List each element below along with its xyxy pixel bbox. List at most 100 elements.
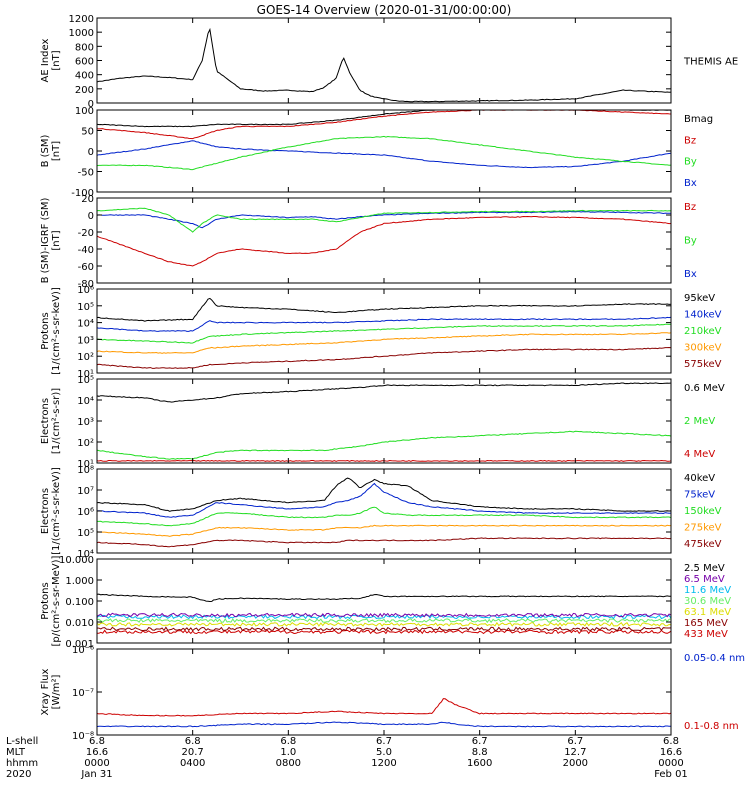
legend-label: 575keV xyxy=(684,359,722,370)
panel-frame xyxy=(96,648,672,736)
time-tick-label: 6.8 xyxy=(663,736,679,747)
y-tick-label: 1200 xyxy=(69,14,94,25)
y-axis-label: Xray Flux xyxy=(40,668,51,715)
y-tick-label: 0.010 xyxy=(65,618,94,629)
y-axis-label: [p/(cm²-s-sr-MeV)] xyxy=(51,555,62,646)
panel-0: THEMIS AE 0 200 400 600 800 1000 1200 AE Index [n… xyxy=(40,14,738,110)
y-tick-label: 10² xyxy=(77,438,94,449)
series-line xyxy=(96,626,672,632)
time-tick-label: 16.6 xyxy=(660,747,682,758)
series-line xyxy=(97,506,672,527)
panel-7: 0.1-0.8 nm 0.05-0.4 nm 10⁻⁸ 10⁻⁷ 10⁻⁶ Xray Fl… xyxy=(40,645,745,742)
series-line xyxy=(96,477,672,512)
series-line xyxy=(96,614,672,620)
legend-label: 475keV xyxy=(684,539,722,550)
figure-title: GOES-14 Overview (2020-01-31/00:00:00) xyxy=(257,3,512,17)
y-tick-label: 50 xyxy=(81,127,94,138)
y-axis-label: [nT] xyxy=(51,230,62,250)
series-line xyxy=(96,482,672,518)
panel-1: Bx By Bz Bmag -100 -50 0 50 100 B (SM) [nT] xyxy=(40,106,713,199)
series-line xyxy=(96,524,671,537)
legend-label: 275keV xyxy=(684,523,722,534)
y-tick-label: 10⁵ xyxy=(77,302,94,313)
y-tick-label: 10.000 xyxy=(59,555,94,566)
panel-5: 475keV 275keV 150keV 75keV 40keV 10⁴ 10⁵ 10⁶ 10⁷… xyxy=(40,465,722,560)
legend-label: 6.5 MeV xyxy=(684,574,725,585)
y-tick-label: 10⁻⁸ xyxy=(72,731,94,742)
time-tick-label: 6.7 xyxy=(567,736,583,747)
panel-frame xyxy=(96,17,672,104)
legend-label: THEMIS AE xyxy=(683,57,738,68)
panel-frame xyxy=(96,378,672,464)
series-line xyxy=(96,612,672,618)
time-row-label: 2020 xyxy=(6,769,31,780)
series-line xyxy=(96,629,672,635)
time-tick-label: 8.8 xyxy=(472,747,488,758)
legend-label: 0.1-0.8 nm xyxy=(684,721,739,732)
time-tick-label: 16.6 xyxy=(86,747,108,758)
y-tick-label: 800 xyxy=(75,42,94,53)
series-line xyxy=(96,316,672,332)
time-tick-label: 6.8 xyxy=(185,736,201,747)
legend-label: By xyxy=(684,157,697,168)
y-tick-label: 0 xyxy=(88,211,94,222)
time-tick-label: 6.8 xyxy=(89,736,105,747)
y-tick-label: -40 xyxy=(78,245,94,256)
legend-label: Bx xyxy=(684,178,697,189)
y-axis-label: Protons xyxy=(40,582,51,619)
time-tick-label: 0800 xyxy=(276,758,301,769)
y-tick-label: 0 xyxy=(88,147,94,158)
time-tick-label: Jan 31 xyxy=(80,769,112,780)
y-axis-label: Electrons xyxy=(40,488,51,534)
time-tick-label: 0000 xyxy=(658,758,683,769)
y-tick-label: 0.001 xyxy=(65,639,94,650)
series-line xyxy=(96,618,672,624)
y-tick-label: 10⁻⁶ xyxy=(72,645,94,656)
legend-label: 0.6 MeV xyxy=(684,383,725,394)
y-axis-label: AE Index xyxy=(40,38,51,82)
legend-label: By xyxy=(684,236,697,247)
y-axis-label: Electrons xyxy=(40,398,51,444)
series-line xyxy=(96,210,671,229)
y-axis-label: [1/(cm²-s-sr-keV)] xyxy=(51,287,62,375)
y-tick-label: 600 xyxy=(75,57,94,68)
y-tick-label: -60 xyxy=(78,262,94,273)
series-line xyxy=(96,332,672,354)
y-tick-label: 400 xyxy=(75,71,94,82)
y-axis-label: [nT] xyxy=(51,50,62,70)
y-axis-label: [nT] xyxy=(51,141,62,161)
y-tick-label: 10⁶ xyxy=(77,285,94,296)
legend-label: 75keV xyxy=(684,490,715,501)
panel-3: 575keV 300keV 210keV 140keV 95keV 10¹ 10² 10³ 10… xyxy=(40,285,722,380)
series-line xyxy=(96,297,672,322)
time-tick-label: 6.8 xyxy=(280,736,296,747)
y-tick-label: 10⁶ xyxy=(77,507,94,518)
series-line xyxy=(96,323,672,344)
series-line xyxy=(96,382,672,403)
y-tick-label: 10⁸ xyxy=(77,465,94,476)
y-tick-label: 10⁵ xyxy=(77,375,94,386)
y-tick-label: 10¹ xyxy=(77,459,94,470)
y-tick-label: 10⁴ xyxy=(77,319,94,330)
panel-4: 4 MeV 2 MeV 0.6 MeV 10¹ 10² 10³ 10⁴ 10⁵ Electron… xyxy=(40,375,725,470)
y-tick-label: 10¹ xyxy=(77,369,94,380)
time-tick-label: 20.7 xyxy=(182,747,204,758)
legend-label: Bmag xyxy=(684,114,713,125)
series-line xyxy=(96,721,671,728)
y-tick-label: 10⁷ xyxy=(77,486,94,497)
y-axis-label: B (SM)-IGRF (SM) xyxy=(40,198,51,284)
legend-label: 2.5 MeV xyxy=(684,563,725,574)
time-tick-label: 5.0 xyxy=(376,747,392,758)
legend-label: 165 MeV xyxy=(684,618,728,629)
time-tick-label: 2000 xyxy=(563,758,588,769)
y-tick-label: 10³ xyxy=(77,335,94,346)
time-tick-label: Feb 01 xyxy=(654,769,688,780)
y-tick-label: 1000 xyxy=(69,28,94,39)
time-tick-label: 1200 xyxy=(371,758,396,769)
y-tick-label: 10² xyxy=(77,352,94,363)
time-tick-label: 12.7 xyxy=(564,747,586,758)
